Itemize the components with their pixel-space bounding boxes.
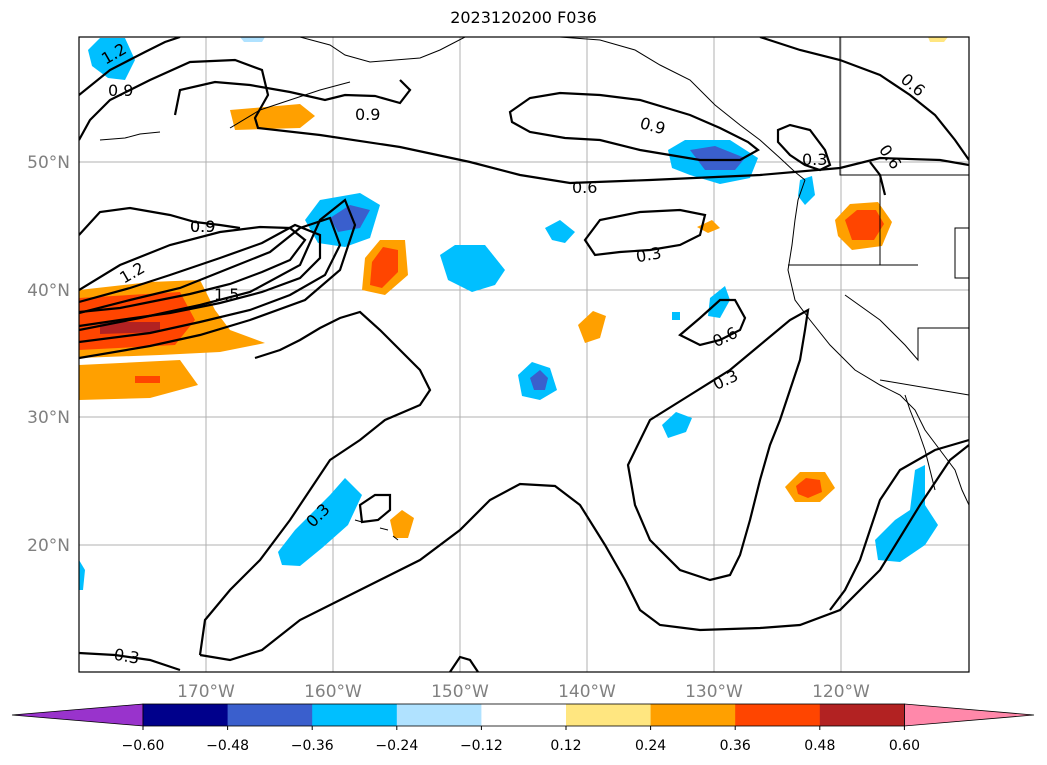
colorbar-outline [142, 703, 905, 727]
lon-tick-label: 120°W [812, 682, 870, 702]
lon-tick-label: 130°W [685, 682, 743, 702]
contour-lines [79, 37, 969, 672]
colorbar-extend-high [904, 703, 1035, 727]
negative-anomaly-shading [79, 37, 938, 590]
colorbar-tick-label: −0.36 [291, 738, 334, 754]
colorbar-segment [396, 704, 482, 726]
colorbar-segment [227, 704, 313, 726]
contour-label: 0.9 [355, 105, 380, 124]
contour-label: 0.3 [802, 150, 827, 169]
lon-tick-label: 160°W [304, 682, 362, 702]
coastlines [99, 37, 969, 541]
map-frame [78, 36, 970, 673]
lat-tick-label: 20°N [27, 536, 70, 556]
colorbar-tick-label: −0.48 [206, 738, 249, 754]
colorbar-extend-low [11, 703, 144, 727]
lat-tick-label: 40°N [27, 281, 70, 301]
contour-label: 0.3 [112, 645, 140, 668]
colorbar: −0.60 −0.48 −0.36 −0.24 −0.12 0.12 0.24 0.36 0.4… [11, 703, 1035, 754]
lat-tick-label: 50°N [27, 153, 70, 173]
contour-label: 0.9 [190, 217, 215, 236]
colorbar-tick-label: −0.12 [460, 738, 503, 754]
contour-label: 1.5 [214, 285, 239, 304]
colorbar-tick-label: 0.36 [720, 738, 751, 754]
colorbar-tick-label: 0.48 [804, 738, 835, 754]
map-title: 2023120200 F036 [450, 8, 597, 27]
map-area: 1.2 0.9 0.9 0.9 0.9 0.6 0.6 0.6 0.3 0.3 … [79, 37, 969, 672]
colorbar-tick-label: 0.24 [635, 738, 666, 754]
longitude-labels: 170°W 160°W 150°W 140°W 130°W 120°W [177, 682, 870, 702]
contour-label: 0.3 [634, 243, 662, 266]
colorbar-segment [650, 704, 736, 726]
colorbar-tick-label: −0.24 [375, 738, 418, 754]
colorbar-segment [143, 704, 229, 726]
lon-tick-label: 170°W [177, 682, 235, 702]
latitude-labels: 50°N 40°N 30°N 20°N [27, 153, 70, 556]
colorbar-tick-label: 0.60 [889, 738, 920, 754]
contour-label: 0.6 [572, 178, 597, 197]
contour-label: 0.9 [190, 217, 215, 236]
colorbar-segment [819, 704, 905, 726]
lon-tick-label: 140°W [558, 682, 616, 702]
colorbar-segment [481, 704, 567, 726]
colorbar-segment [312, 704, 398, 726]
colorbar-tick-label: −0.60 [122, 738, 165, 754]
lat-tick-label: 30°N [27, 408, 70, 428]
colorbar-segment [735, 704, 821, 726]
colorbar-tick-label: 0.12 [550, 738, 581, 754]
lon-tick-label: 150°W [431, 682, 489, 702]
colorbar-segment [566, 704, 652, 726]
gridlines [79, 37, 969, 672]
contour-label: 0.9 [108, 81, 133, 100]
